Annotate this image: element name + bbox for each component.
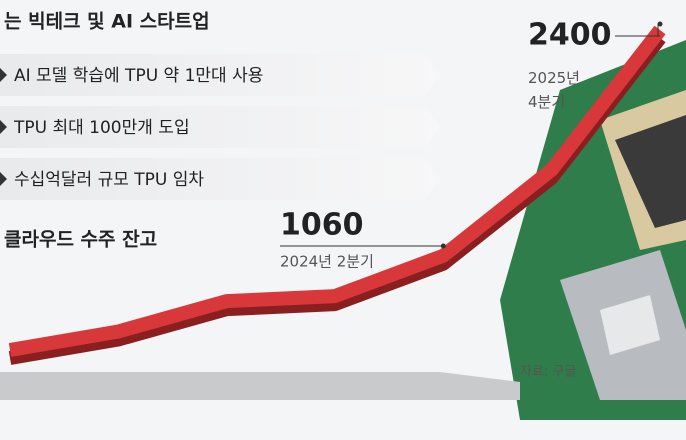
bullet-banner [0, 54, 440, 96]
category-label: 2025년 4분기 [528, 69, 580, 111]
source: 자료: 구글 [520, 365, 576, 380]
bullet-banner [0, 158, 440, 200]
title: 는 빅테크 및 AI 스타트업 [4, 11, 210, 33]
point-dot [440, 243, 446, 249]
category-label: 2024년 2분기 [280, 253, 374, 271]
bullet-icon [0, 172, 7, 186]
value-label: 2400 [528, 18, 612, 53]
bullet-text: AI 모델 학습에 TPU 약 1만대 사용 [14, 66, 263, 86]
bullet-banner [0, 106, 440, 148]
bullet-text: TPU 최대 100만개 도입 [13, 118, 190, 138]
value-label: 1060 [280, 208, 364, 243]
line [8, 25, 666, 357]
point-dot [657, 21, 663, 27]
bullet-icon [0, 68, 7, 82]
bullet-icon [0, 120, 7, 134]
bullet-text: 수십억달러 규모 TPU 임차 [14, 170, 204, 190]
chip-board [500, 40, 686, 420]
series-title: 클라우드 수주 잔고 [4, 229, 157, 251]
floor-shadow [0, 372, 520, 400]
